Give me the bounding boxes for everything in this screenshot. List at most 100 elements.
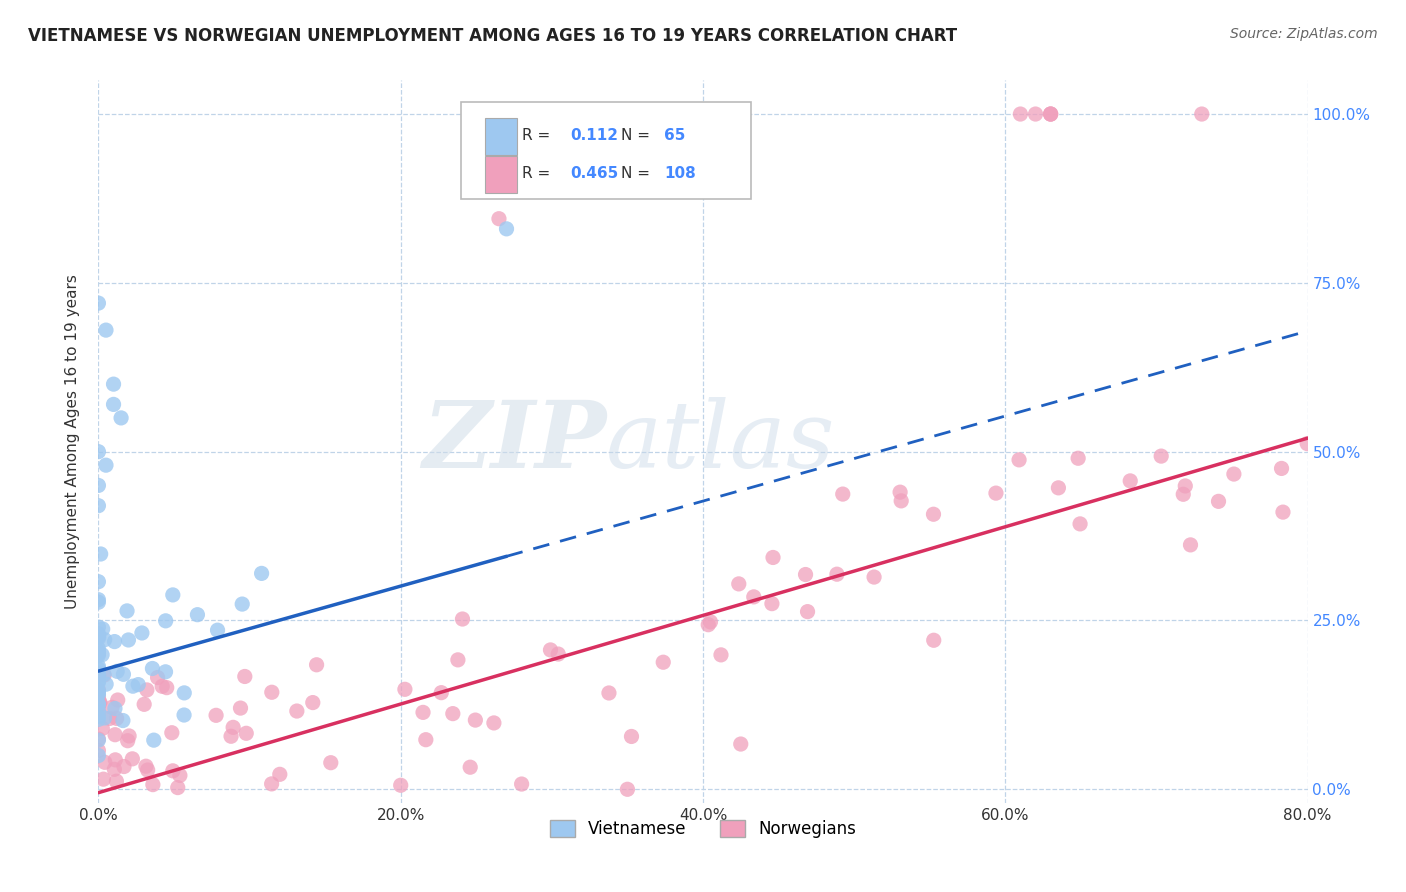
Point (831, 487, 853, 501)
Text: R =: R = (522, 128, 550, 144)
Text: 0.465: 0.465 (569, 167, 619, 181)
Point (301, 696, 323, 710)
Point (207, 623, 229, 637)
Point (488, 211, 510, 226)
Point (136, 763, 159, 777)
Point (598, 686, 620, 700)
Point (260, 777, 283, 791)
Point (652, 655, 675, 669)
Point (110, 411, 132, 425)
Point (89, 695, 111, 709)
Y-axis label: Unemployment Among Ages 16 to 19 years: Unemployment Among Ages 16 to 19 years (65, 274, 80, 609)
Point (464, 713, 486, 727)
Point (620, 730, 643, 744)
Text: 65: 65 (664, 128, 686, 144)
Point (134, 698, 156, 712)
Point (269, 767, 291, 781)
Point (91, 622, 114, 636)
Point (186, 607, 208, 622)
Point (794, 567, 817, 582)
Point (118, 729, 141, 743)
Point (1024, 107, 1046, 121)
Point (93, 772, 115, 787)
Point (1039, 107, 1062, 121)
Point (1223, 467, 1246, 481)
Point (103, 634, 125, 648)
Point (889, 485, 911, 500)
Point (547, 647, 569, 661)
Point (173, 708, 195, 723)
Point (87, 592, 110, 607)
Point (105, 711, 128, 725)
Point (742, 590, 765, 604)
Point (1296, 436, 1319, 450)
Point (1010, 107, 1032, 121)
Point (87, 713, 110, 727)
Point (87, 731, 110, 746)
Point (87, 444, 110, 458)
Point (94, 677, 117, 691)
Point (87, 644, 110, 658)
Point (451, 612, 474, 626)
Point (87, 665, 110, 680)
FancyBboxPatch shape (485, 156, 517, 194)
Text: atlas: atlas (606, 397, 835, 486)
Point (1270, 461, 1292, 475)
Point (122, 679, 145, 693)
Point (87, 684, 110, 698)
Point (87, 659, 110, 673)
FancyBboxPatch shape (485, 118, 517, 155)
Point (87, 478, 110, 492)
Point (162, 588, 184, 602)
Point (104, 728, 127, 742)
Point (112, 759, 135, 773)
Point (389, 778, 412, 792)
Point (415, 732, 437, 747)
Point (205, 708, 228, 723)
Point (87, 673, 110, 688)
Point (1271, 505, 1294, 519)
Point (87, 620, 110, 634)
Point (394, 682, 416, 697)
Point (156, 681, 179, 695)
Point (91, 722, 114, 736)
Point (441, 706, 464, 721)
Point (142, 778, 165, 792)
Point (319, 756, 342, 770)
Point (727, 577, 749, 591)
Point (922, 508, 945, 522)
Point (121, 752, 143, 766)
Legend: Vietnamese, Norwegians: Vietnamese, Norwegians (543, 814, 863, 845)
Point (87, 743, 110, 757)
Text: VIETNAMESE VS NORWEGIAN UNEMPLOYMENT AMONG AGES 16 TO 19 YEARS CORRELATION CHART: VIETNAMESE VS NORWEGIAN UNEMPLOYMENT AMO… (28, 27, 957, 45)
Point (90, 547, 112, 561)
Point (103, 397, 125, 411)
Point (87, 662, 110, 676)
Point (142, 733, 165, 747)
Point (285, 704, 308, 718)
Point (146, 671, 169, 685)
Point (105, 665, 128, 679)
Point (89, 696, 111, 710)
Point (94, 323, 117, 337)
Point (103, 762, 125, 776)
Point (1047, 481, 1070, 495)
Point (112, 667, 135, 681)
Point (87, 685, 110, 699)
Point (94, 756, 117, 770)
Point (890, 494, 912, 508)
Point (796, 605, 818, 619)
Point (87, 697, 110, 711)
Point (173, 686, 195, 700)
Point (710, 648, 733, 662)
Point (135, 759, 157, 773)
Point (1150, 449, 1173, 463)
Point (922, 633, 945, 648)
Point (231, 597, 253, 611)
Point (260, 685, 283, 699)
Point (105, 774, 128, 789)
Point (87, 641, 110, 656)
Point (229, 701, 252, 715)
Point (87, 690, 110, 704)
Point (87, 668, 110, 682)
